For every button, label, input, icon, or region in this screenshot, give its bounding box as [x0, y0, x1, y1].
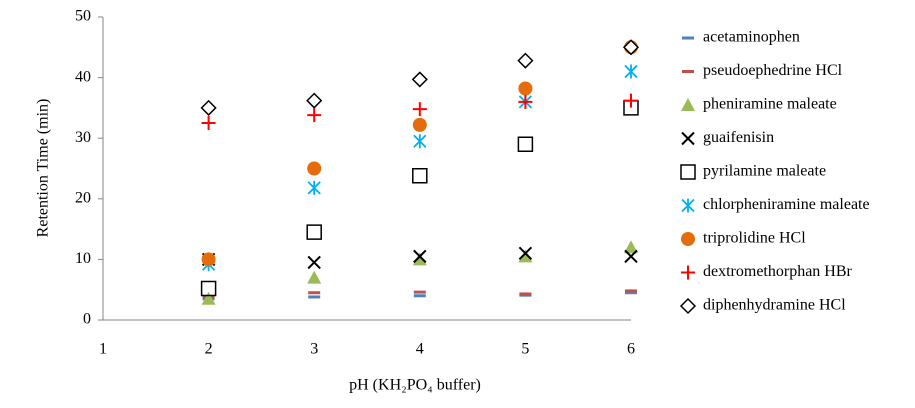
scatter-point: [518, 94, 533, 109]
scatter-point: [306, 92, 323, 109]
scatter-point: [307, 108, 322, 123]
x-axis-label: pH (KH₂PO₄ buffer): [349, 377, 481, 394]
y-tick-label: 50: [75, 8, 91, 25]
legend-marker: [681, 98, 695, 111]
legend-marker: [681, 198, 695, 213]
legend-label: pseudoephedrine HCl: [703, 62, 843, 79]
legend-label: triprolidine HCl: [703, 230, 806, 247]
scatter-point: [200, 280, 217, 297]
scatter-point: [413, 249, 427, 264]
legend-marker: [681, 232, 695, 246]
legend-label: guaifenisin: [703, 129, 774, 146]
legend-label: pheniramine maleate: [703, 96, 837, 113]
scatter-point: [307, 255, 321, 270]
scatter-point: [624, 240, 638, 254]
scatter-point: [200, 99, 217, 116]
scatter-point: [307, 161, 322, 176]
legend-marker: [681, 131, 695, 146]
legend-marker: [681, 265, 695, 280]
scatter-point: [518, 246, 533, 261]
scatter-point: [307, 270, 322, 284]
legend-label: chlorpheniramine maleate: [703, 196, 870, 213]
scatter-point: [412, 117, 427, 132]
scatter-point: [201, 116, 216, 131]
scatter-point: [412, 168, 428, 184]
scatter-point: [624, 93, 638, 108]
scatter-point: [306, 224, 322, 240]
y-tick-label: 20: [75, 189, 91, 206]
legend-marker: [679, 297, 697, 315]
y-tick-label: 30: [75, 129, 91, 146]
scatter-point: [201, 291, 216, 305]
scatter-point: [201, 252, 216, 267]
scatter-point: [412, 102, 427, 117]
legend-marker: [680, 164, 696, 180]
x-tick-label: 2: [205, 341, 213, 358]
scatter-point: [517, 52, 534, 69]
scatter-point: [624, 249, 638, 264]
x-tick-label: 6: [627, 341, 635, 358]
scatter-point: [307, 180, 321, 195]
scatter-point: [622, 39, 640, 56]
x-tick-label: 4: [416, 341, 424, 358]
scatter-point: [517, 136, 534, 153]
y-tick-label: 0: [83, 311, 91, 328]
scatter-point: [518, 249, 533, 263]
scatter-point: [624, 64, 638, 79]
x-tick-label: 3: [310, 341, 318, 358]
scatter-point: [412, 252, 427, 266]
scatter-point: [518, 81, 533, 96]
y-axis-label: Retention Time (min): [35, 99, 52, 238]
y-tick-label: 40: [75, 68, 91, 85]
legend-label: pyrilamine maleate: [703, 163, 826, 180]
legend-label: dextromethorphan HBr: [703, 263, 853, 280]
scatter-point: [411, 71, 428, 88]
scatter-point: [413, 134, 427, 149]
legend-label: acetaminophen: [703, 29, 800, 46]
legend-label: diphenhydramine HCl: [703, 297, 846, 314]
y-tick-label: 10: [75, 250, 91, 267]
x-tick-label: 1: [99, 341, 107, 358]
x-tick-label: 5: [521, 341, 529, 358]
